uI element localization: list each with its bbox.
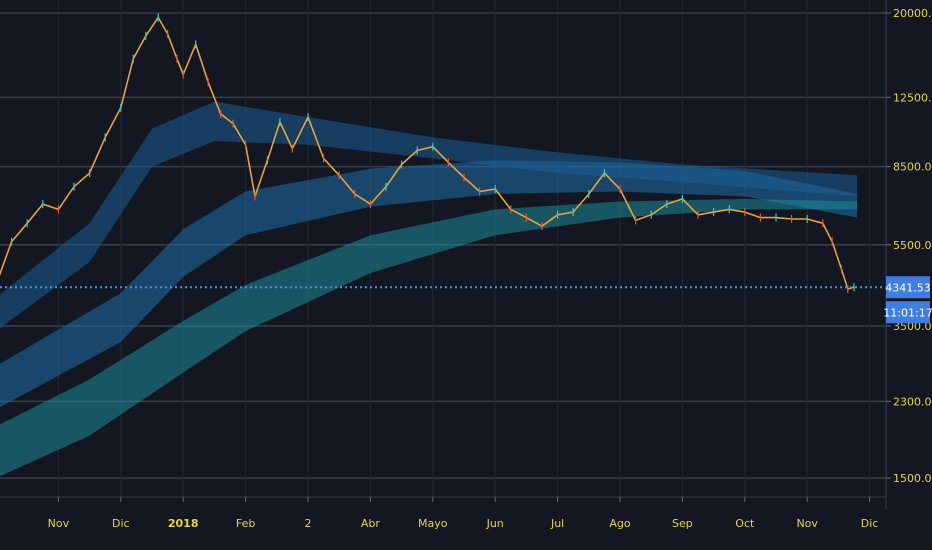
x-tick-label: Sep — [672, 517, 693, 530]
ma-ribbon-2 — [0, 198, 858, 477]
current-price-label: 4341.53 — [885, 281, 931, 294]
price-series — [0, 13, 855, 293]
time-axis[interactable]: Nov Dic 2018 Feb 2 Abr Mayo Jun Jul Ago Sep Oct Nov D… — [48, 497, 879, 530]
bar-countdown-tag: 11:01:17 — [883, 301, 932, 324]
price-line — [0, 16, 855, 290]
x-tick-label: Abr — [361, 517, 381, 530]
x-tick-label: Ago — [609, 517, 631, 530]
y-tick-label: 12500.00 — [893, 91, 932, 104]
x-tick-label: Oct — [735, 517, 755, 530]
x-tick-label: 2018 — [168, 517, 199, 530]
x-tick-label: Nov — [48, 517, 70, 530]
x-tick-label: Dic — [861, 517, 879, 530]
x-tick-label: Jun — [486, 517, 504, 530]
y-tick-label: 2300.00 — [893, 395, 932, 408]
y-tick-label: 8500.00 — [893, 161, 932, 174]
y-tick-label: 5500.00 — [893, 239, 932, 252]
ma-ribbon-1 — [0, 160, 858, 408]
current-price-tag: 4341.53 — [885, 276, 931, 299]
x-tick-label: Nov — [796, 517, 818, 530]
y-tick-label: 20000.00 — [893, 7, 932, 20]
x-tick-label: Dic — [112, 517, 130, 530]
x-tick-label: 2 — [305, 517, 312, 530]
x-tick-label: Jul — [550, 517, 564, 530]
x-tick-label: Mayo — [418, 517, 448, 530]
x-tick-label: Feb — [236, 517, 255, 530]
y-tick-label: 1500.00 — [893, 472, 932, 485]
price-axis[interactable]: 20000.0012500.008500.005500.003500.00230… — [886, 7, 932, 485]
bar-countdown-label: 11:01:17 — [883, 306, 932, 319]
